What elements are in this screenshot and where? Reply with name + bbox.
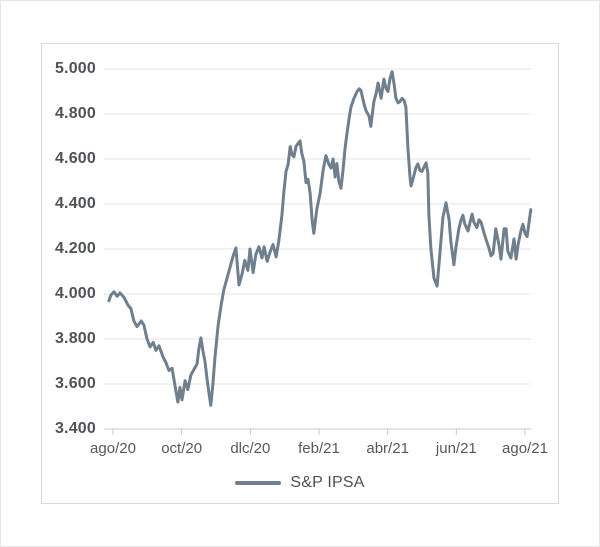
gridlines — [104, 68, 531, 385]
legend-line-swatch — [235, 481, 282, 485]
x-axis-ticks — [112, 429, 526, 435]
x-axis-tick-label: ago/21 — [502, 440, 548, 457]
legend-label: S&P IPSA — [290, 474, 365, 491]
x-axis-tick-label: ago/20 — [90, 440, 136, 457]
y-axis-tick-label: 4.400 — [54, 195, 96, 212]
legend: S&P IPSA — [42, 472, 558, 494]
y-axis-tick-label: 4.000 — [54, 285, 96, 302]
chart-card: 5.000 4.800 4.600 4.400 4.200 4.000 3.800 3.600… — [41, 43, 559, 504]
sp-ipsa-line-series — [107, 70, 533, 407]
x-axis-tick-label: oct/20 — [161, 440, 203, 457]
plot-area — [104, 68, 533, 435]
y-axis-tick-label: 3.400 — [54, 420, 96, 437]
y-axis-tick-label: 3.800 — [54, 330, 96, 347]
y-axis-tick-label: 4.600 — [54, 150, 96, 167]
x-axis-tick-label: jun/21 — [435, 440, 477, 457]
y-axis-tick-label: 5.000 — [54, 60, 96, 77]
y-axis-tick-label: 3.600 — [54, 375, 96, 392]
x-axis-tick-label: dlc/20 — [230, 440, 271, 457]
x-axis-tick-label: feb/21 — [298, 440, 340, 457]
x-axis-tick-label: abr/21 — [366, 440, 409, 457]
y-axis-tick-label: 4.800 — [54, 105, 96, 122]
y-axis-tick-label: 4.200 — [54, 240, 96, 257]
